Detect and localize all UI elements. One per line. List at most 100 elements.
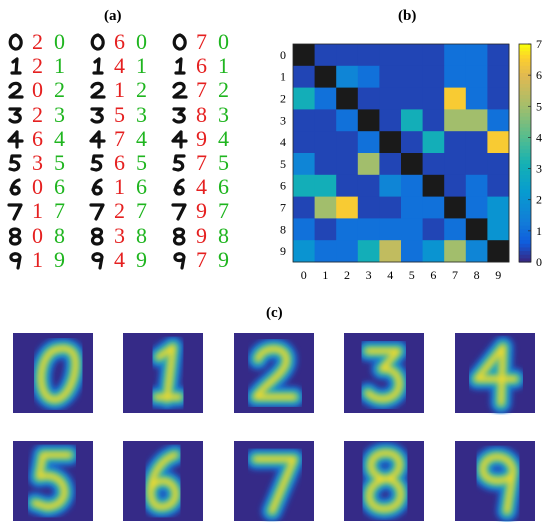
predicted-label: 4 — [114, 246, 125, 272]
heatmap-cell — [357, 131, 380, 154]
colorbar-tick-label: 7 — [536, 37, 542, 51]
predicted-label: 1 — [114, 77, 125, 103]
predicted-label: 2 — [114, 198, 125, 224]
handwritten-digit-image — [172, 82, 188, 99]
handwritten-digit-image — [7, 130, 24, 149]
y-tick-label: 6 — [280, 179, 286, 193]
predicted-label: 1 — [32, 246, 43, 272]
colorbar-segment — [519, 214, 531, 219]
colorbar-segment — [519, 98, 531, 103]
heatmap-cell — [357, 174, 380, 197]
heatmap-cell — [465, 65, 488, 88]
heatmap-cell — [401, 174, 423, 197]
true-label: 1 — [54, 53, 65, 79]
x-tick-label: 4 — [387, 268, 393, 282]
heatmap-cell — [357, 240, 380, 263]
heatmap-cell — [379, 87, 402, 110]
heatmap-cell — [401, 240, 423, 263]
colorbar-segment — [519, 178, 531, 183]
predicted-label: 9 — [196, 125, 207, 151]
prototype-image — [13, 441, 93, 521]
prototype-image — [344, 333, 424, 413]
colorbar-segment — [519, 87, 531, 92]
heatmap-cell — [444, 218, 467, 241]
heatmap-cell — [357, 153, 380, 176]
true-label: 5 — [136, 150, 147, 175]
colorbar-tick-label: 0 — [536, 255, 542, 269]
predicted-label: 7 — [196, 77, 207, 103]
predicted-label: 4 — [114, 53, 125, 79]
colorbar-segment — [519, 51, 531, 56]
true-label: 7 — [218, 198, 229, 224]
predicted-label: 6 — [114, 150, 125, 175]
heatmap-cell — [293, 65, 315, 88]
colorbar-segment — [519, 156, 531, 161]
true-label: 0 — [54, 29, 65, 54]
handwritten-digit-image — [171, 203, 187, 221]
heatmap-cell — [487, 153, 510, 176]
heatmap-cell — [379, 44, 402, 67]
handwritten-digit-image — [9, 178, 21, 196]
handwritten-digit-image — [90, 82, 106, 99]
heatmap-frame — [292, 43, 510, 263]
predicted-label: 9 — [196, 198, 207, 224]
heatmap-cell — [293, 153, 315, 176]
predicted-label: 0 — [32, 174, 43, 200]
heatmap-cell — [379, 240, 402, 263]
predicted-label: 5 — [114, 101, 125, 127]
heatmap-cell — [422, 87, 445, 110]
colorbar-segment — [519, 116, 531, 121]
x-tick-label: 5 — [409, 268, 415, 282]
heatmap-cell — [401, 218, 423, 241]
true-label: 8 — [218, 222, 229, 248]
colorbar-segment — [519, 109, 531, 114]
colorbar-tick-label: 1 — [536, 224, 542, 238]
predicted-label: 7 — [196, 150, 207, 175]
heatmap-cell — [336, 87, 359, 110]
heatmap-cell — [401, 44, 423, 67]
heatmap-cell — [487, 174, 510, 197]
handwritten-digit-image — [173, 251, 186, 270]
colorbar-segment — [519, 185, 531, 190]
x-tick-label: 8 — [474, 268, 480, 282]
prototype-image — [234, 333, 314, 413]
colorbar-segment — [519, 47, 531, 52]
heatmap-cell — [487, 65, 510, 88]
predicted-label: 7 — [114, 125, 125, 151]
heatmap-cell — [314, 65, 337, 88]
x-tick-label: 0 — [301, 268, 307, 282]
handwritten-digit-image — [90, 154, 104, 172]
true-label: 0 — [218, 29, 229, 54]
heatmap-cell — [444, 131, 467, 154]
predicted-label: 3 — [32, 150, 43, 175]
heatmap-cell — [444, 153, 467, 176]
x-tick-label: 2 — [344, 268, 350, 282]
true-label: 6 — [218, 174, 229, 200]
heatmap-cell — [487, 44, 510, 67]
y-tick-label: 7 — [280, 201, 286, 215]
heatmap-cell — [465, 109, 488, 132]
true-label: 4 — [136, 125, 147, 151]
colorbar-tick-label: 5 — [536, 99, 542, 113]
colorbar-segment — [519, 232, 531, 238]
colorbar-segment — [519, 258, 531, 263]
predicted-label: 2 — [32, 29, 43, 54]
true-label: 0 — [136, 29, 147, 54]
colorbar-segment — [519, 54, 531, 60]
predicted-label: 8 — [196, 101, 207, 127]
true-label: 3 — [54, 101, 65, 127]
heatmap-cell — [314, 196, 337, 219]
x-tick-label: 6 — [430, 268, 436, 282]
predicted-label: 0 — [32, 77, 43, 103]
handwritten-digit-image — [174, 57, 186, 75]
heatmap-cell — [422, 131, 445, 154]
heatmap-cell — [336, 153, 359, 176]
heatmap-cell — [487, 218, 510, 241]
heatmap-cell — [314, 153, 337, 176]
heatmap-cell — [401, 109, 423, 132]
predicted-label: 2 — [32, 53, 43, 79]
handwritten-digit-image — [92, 57, 104, 75]
